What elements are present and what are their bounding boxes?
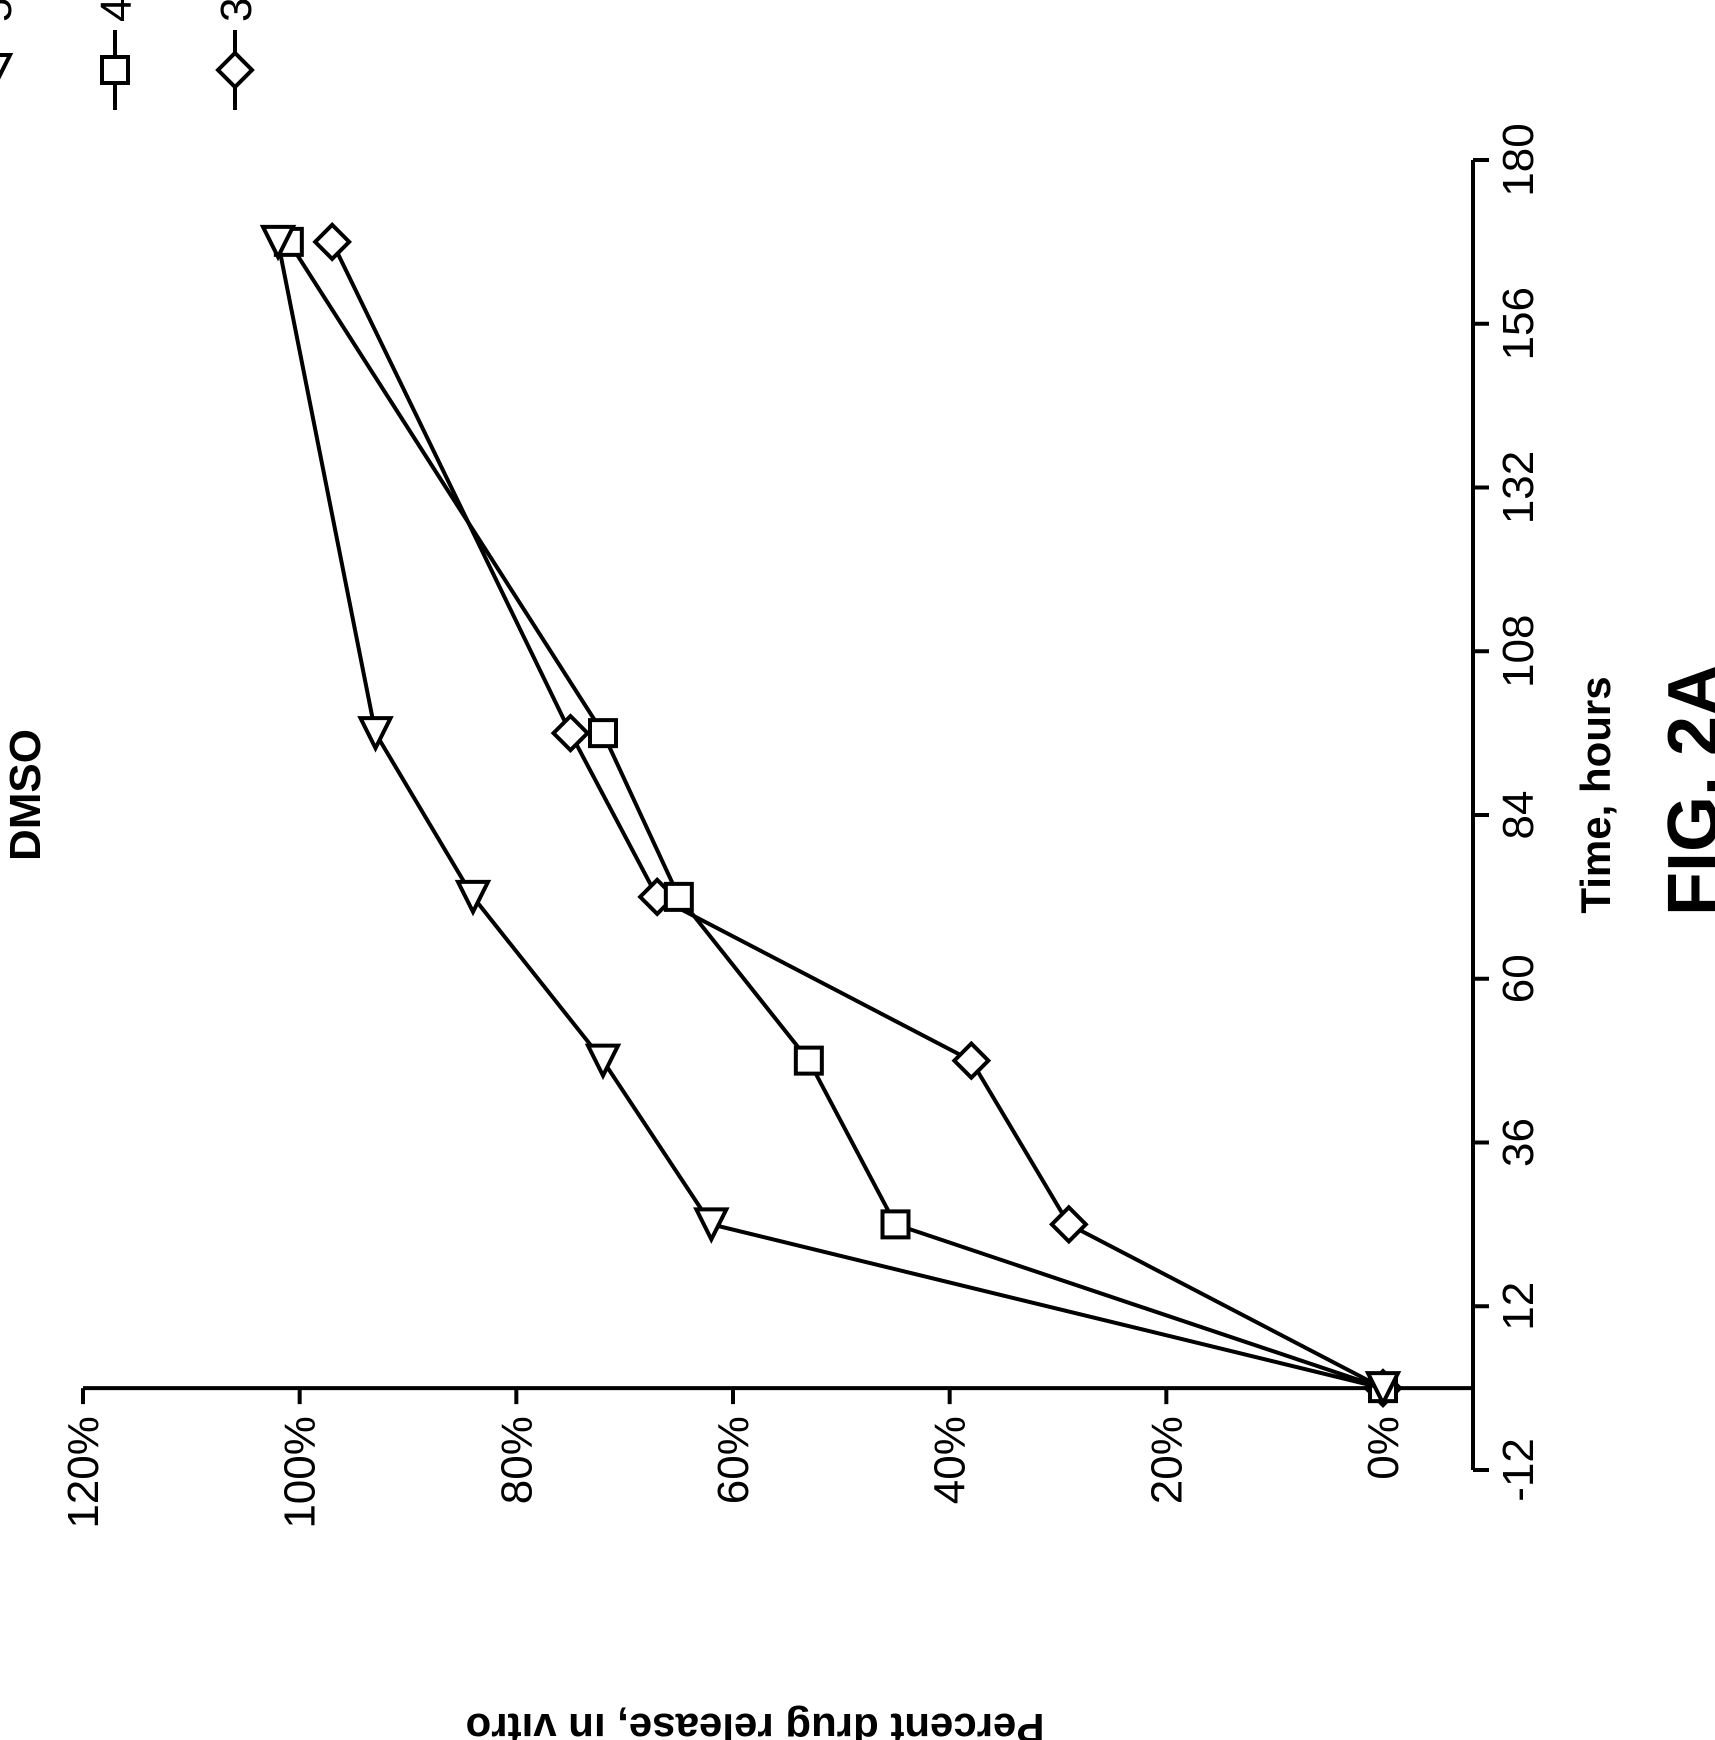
x-tick-label: 156 [1494, 287, 1543, 360]
legend: 30% 40% 50% [0, 0, 261, 110]
legend-entry: 50% [0, 0, 21, 90]
x-tick-label: 36 [1494, 1118, 1543, 1167]
x-tick-label: -12 [1494, 1438, 1543, 1502]
data-point [312, 222, 352, 262]
data-point [584, 1043, 622, 1081]
data-point [951, 1040, 992, 1081]
legend-marker [100, 55, 130, 85]
legend-label: 50% [0, 0, 21, 22]
data-point [550, 713, 591, 753]
y-tick-label: 40% [926, 1416, 975, 1504]
figure-label: FIG. 2A [1654, 664, 1715, 916]
x-tick-label: 12 [1494, 1282, 1543, 1331]
series-1 [312, 222, 1403, 1408]
y-tick-label: 60% [709, 1416, 758, 1504]
data-point [793, 1045, 824, 1076]
y-tick-label: 0% [1359, 1416, 1408, 1480]
data-point [259, 224, 297, 262]
legend-label: 40% [92, 0, 141, 22]
data-point [588, 718, 618, 749]
x-tick-label: 60 [1494, 954, 1543, 1003]
series-layer [259, 222, 1403, 1408]
data-point [693, 1207, 730, 1244]
series-3 [259, 224, 1402, 1408]
legend-marker [215, 50, 255, 90]
legend-entry: 30% [212, 0, 261, 110]
series-line [330, 241, 1384, 1390]
y-tick-label: 100% [276, 1416, 325, 1529]
data-point [663, 881, 694, 912]
x-tick-label: 108 [1494, 615, 1543, 688]
data-point [880, 1209, 911, 1240]
series-line [287, 240, 1384, 1391]
series-2 [273, 226, 1398, 1404]
data-point [454, 879, 492, 917]
legend-entry: 40% [92, 0, 141, 110]
data-point [1049, 1204, 1089, 1245]
y-tick-label: 120% [59, 1416, 108, 1529]
y-tick-label: 20% [1142, 1416, 1191, 1504]
series-line [276, 241, 1384, 1391]
legend-marker [0, 53, 14, 90]
data-point [1364, 1371, 1402, 1408]
x-axis-title: Time, hours [1572, 676, 1619, 913]
plot-area: -12 12 36 60 84 108 132 156 180 0% 20% 40% 60% 80% 10… [0, 0, 1715, 1529]
legend-label: 30% [212, 0, 261, 22]
x-tick-label: 180 [1494, 123, 1543, 196]
data-point [357, 716, 394, 753]
x-tick-label: 84 [1494, 791, 1543, 840]
y-axis-title: Percent drug release, in vitro [466, 1705, 1045, 1740]
chart-title: DMSO [1, 729, 50, 861]
y-ticks: 0% 20% 40% 60% 80% 100% 120% [59, 1388, 1408, 1529]
y-tick-label: 80% [492, 1416, 541, 1504]
x-ticks: -12 12 36 60 84 108 132 156 180 [1473, 123, 1543, 1502]
x-tick-label: 132 [1494, 451, 1543, 524]
